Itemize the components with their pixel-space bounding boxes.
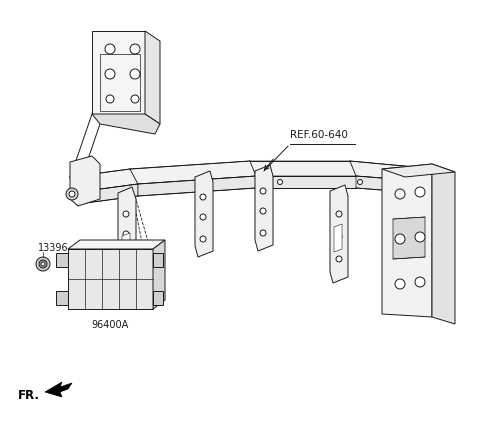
Polygon shape bbox=[68, 249, 153, 309]
Polygon shape bbox=[153, 253, 163, 268]
Circle shape bbox=[336, 211, 342, 218]
Circle shape bbox=[106, 96, 114, 104]
Polygon shape bbox=[45, 382, 72, 397]
Polygon shape bbox=[382, 164, 455, 178]
Polygon shape bbox=[432, 164, 455, 324]
Circle shape bbox=[123, 231, 129, 237]
Polygon shape bbox=[130, 161, 256, 184]
Polygon shape bbox=[195, 172, 213, 257]
Polygon shape bbox=[92, 32, 145, 115]
Polygon shape bbox=[70, 157, 100, 207]
Circle shape bbox=[395, 279, 405, 289]
Circle shape bbox=[131, 96, 139, 104]
Polygon shape bbox=[56, 253, 68, 268]
Polygon shape bbox=[56, 291, 68, 305]
Circle shape bbox=[260, 230, 266, 236]
Circle shape bbox=[277, 180, 283, 185]
Circle shape bbox=[200, 215, 206, 221]
Circle shape bbox=[69, 192, 75, 198]
Polygon shape bbox=[255, 166, 273, 251]
Polygon shape bbox=[330, 186, 348, 283]
Circle shape bbox=[123, 251, 129, 257]
Polygon shape bbox=[153, 240, 165, 309]
Circle shape bbox=[415, 277, 425, 287]
Circle shape bbox=[200, 236, 206, 242]
Circle shape bbox=[260, 208, 266, 215]
Polygon shape bbox=[356, 177, 420, 193]
Circle shape bbox=[336, 256, 342, 262]
Circle shape bbox=[336, 234, 342, 240]
Polygon shape bbox=[256, 177, 356, 189]
Polygon shape bbox=[78, 184, 138, 204]
Text: 96400A: 96400A bbox=[91, 319, 129, 329]
Circle shape bbox=[105, 70, 115, 80]
Polygon shape bbox=[122, 233, 130, 254]
Circle shape bbox=[36, 257, 50, 271]
Circle shape bbox=[130, 70, 140, 80]
Polygon shape bbox=[138, 177, 256, 196]
Polygon shape bbox=[250, 161, 356, 177]
Polygon shape bbox=[393, 218, 425, 259]
Polygon shape bbox=[118, 187, 136, 276]
Circle shape bbox=[415, 233, 425, 242]
Circle shape bbox=[123, 211, 129, 218]
Circle shape bbox=[395, 190, 405, 199]
Polygon shape bbox=[382, 164, 432, 317]
Circle shape bbox=[200, 195, 206, 201]
Polygon shape bbox=[145, 32, 160, 125]
Polygon shape bbox=[334, 225, 342, 253]
Circle shape bbox=[39, 260, 47, 268]
Polygon shape bbox=[92, 115, 160, 135]
Circle shape bbox=[260, 189, 266, 195]
Circle shape bbox=[130, 45, 140, 55]
Polygon shape bbox=[70, 170, 138, 193]
Circle shape bbox=[395, 234, 405, 245]
Polygon shape bbox=[153, 291, 163, 305]
Text: REF.60-640: REF.60-640 bbox=[290, 130, 348, 140]
Polygon shape bbox=[68, 240, 165, 249]
Circle shape bbox=[105, 45, 115, 55]
Circle shape bbox=[358, 180, 362, 185]
Circle shape bbox=[41, 262, 45, 266]
Circle shape bbox=[66, 189, 78, 201]
Polygon shape bbox=[350, 161, 420, 181]
Text: 13396: 13396 bbox=[38, 242, 69, 253]
Circle shape bbox=[415, 187, 425, 198]
Text: FR.: FR. bbox=[18, 388, 40, 401]
